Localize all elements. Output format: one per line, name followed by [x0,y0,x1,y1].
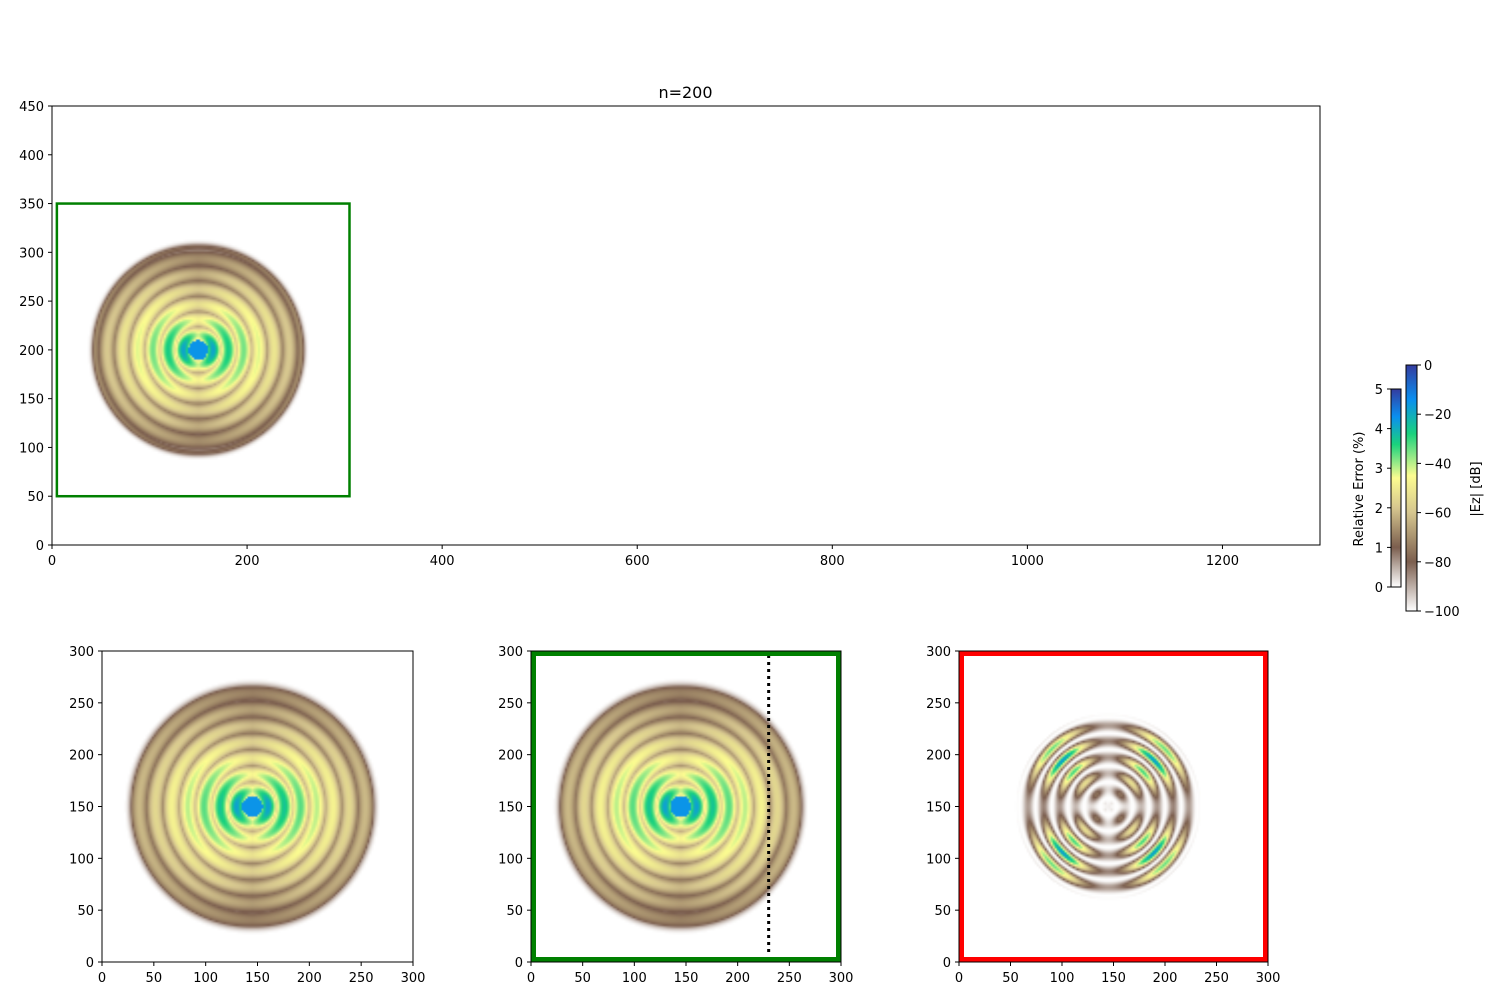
colorbar-tick-label: −20 [1424,408,1451,423]
y-tick-label: 100 [498,852,523,867]
colorbar-tick-label: 4 [1375,423,1383,438]
y-tick-label: 200 [19,344,44,359]
y-tick-label: 100 [69,852,94,867]
x-tick-label: 300 [829,971,854,986]
y-tick-label: 150 [498,801,523,816]
y-tick-label: 0 [36,539,44,554]
y-tick-label: 50 [506,904,523,919]
main-domain-image [52,106,1320,545]
y-tick-label: 100 [926,852,951,867]
error-colorbar-label: Relative Error (%) [1352,432,1367,547]
x-tick-label: 250 [1204,971,1229,986]
y-tick-label: 250 [926,697,951,712]
y-tick-label: 400 [19,149,44,164]
x-tick-label: 100 [622,971,647,986]
x-tick-label: 0 [527,971,535,986]
colored-frame [959,651,1268,962]
x-tick-label: 300 [1256,971,1281,986]
y-tick-label: 50 [27,490,44,505]
y-tick-label: 300 [19,246,44,261]
y-tick-label: 200 [69,749,94,764]
y-tick-label: 0 [86,956,94,971]
colorbar-gradient [1390,388,1402,588]
x-tick-label: 300 [401,971,426,986]
x-tick-label: 250 [349,971,374,986]
x-tick-label: 150 [674,971,699,986]
y-tick-label: 150 [69,801,94,816]
colorbar-tick-label: −100 [1424,605,1460,620]
colorbar-tick-label: −40 [1424,457,1451,472]
y-tick-label: 250 [19,295,44,310]
y-tick-label: 300 [69,645,94,660]
figure-title: n=200 [658,83,712,102]
x-tick-label: 100 [1050,971,1075,986]
relative-error-axes: 0 50 100 150 200 250 300 0 50 100 150 200 250 300 [926,645,1280,986]
x-tick-label: 250 [777,971,802,986]
field-colorbar: 0 −20 −40 −60 −80 −100 [1405,359,1460,620]
x-tick-label: 150 [245,971,270,986]
y-tick-label: 150 [19,393,44,408]
y-tick-label: 300 [498,645,523,660]
reference-field-image [102,651,413,962]
x-tick-label: 200 [725,971,750,986]
colorbar-tick-label: 2 [1375,502,1383,517]
colorbar-tick-label: −80 [1424,556,1451,571]
y-tick-label: 250 [498,697,523,712]
colorbar-gradient [1405,364,1418,612]
window-box [55,202,351,498]
x-tick-label: 1000 [1011,554,1044,569]
y-tick-label: 50 [77,904,94,919]
y-tick-label: 50 [934,904,951,919]
relative-error-image [959,651,1268,962]
x-tick-label: 200 [1153,971,1178,986]
colorbar-tick-label: 3 [1375,462,1383,477]
y-tick-label: 450 [19,100,44,115]
x-tick-label: 100 [193,971,218,986]
reference-field-axes: 0 50 100 150 200 250 300 0 50 100 150 200 250 300 [69,645,425,986]
x-tick-label: 200 [235,554,260,569]
colorbar-tick-label: 1 [1375,541,1383,556]
x-tick-label: 50 [574,971,591,986]
y-tick-label: 0 [943,956,951,971]
y-tick-label: 350 [19,198,44,213]
x-tick-label: 1200 [1206,554,1239,569]
x-tick-label: 0 [48,554,56,569]
y-tick-label: 300 [926,645,951,660]
x-tick-label: 200 [297,971,322,986]
x-tick-label: 150 [1101,971,1126,986]
windowed-field-axes: 0 50 100 150 200 250 300 0 50 100 150 200 250 300 [498,645,853,986]
x-tick-label: 50 [1002,971,1019,986]
colored-frame [531,651,841,962]
x-tick-label: 800 [820,554,845,569]
windowed-field-image [531,651,841,962]
x-tick-label: 0 [98,971,106,986]
field-colorbar-label: |Ez| [dB] [1469,461,1484,516]
y-tick-label: 200 [498,749,523,764]
y-tick-label: 100 [19,441,44,456]
colorbar-tick-label: −60 [1424,507,1451,522]
colorbar-tick-label: 0 [1375,581,1383,596]
x-tick-label: 400 [430,554,455,569]
y-tick-label: 150 [926,801,951,816]
axes-spine [51,105,1321,546]
colorbar-tick-label: 0 [1424,359,1432,374]
colorbar-tick-label: 5 [1375,383,1383,398]
error-colorbar: 0 1 2 3 4 5 [1375,383,1402,596]
y-tick-label: 200 [926,749,951,764]
y-tick-label: 0 [515,956,523,971]
y-tick-label: 250 [69,697,94,712]
x-tick-label: 600 [625,554,650,569]
x-tick-label: 0 [955,971,963,986]
main-domain-axes: 0 200 400 600 800 1000 1200 0 50 100 150 200 250 300 3… [19,100,1321,569]
x-tick-label: 50 [146,971,163,986]
